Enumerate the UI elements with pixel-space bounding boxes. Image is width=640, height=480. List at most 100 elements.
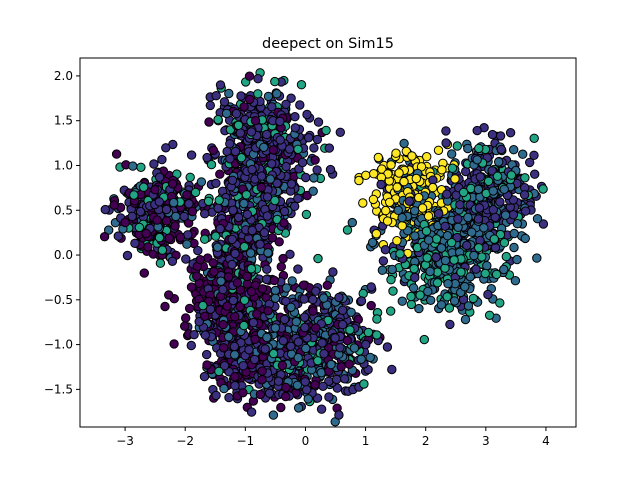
scatter-point bbox=[480, 268, 490, 279]
scatter-point bbox=[382, 216, 393, 226]
scatter-point bbox=[279, 218, 289, 228]
scatter-point bbox=[182, 190, 192, 200]
scatter-point bbox=[471, 264, 481, 274]
scatter-point bbox=[223, 272, 234, 282]
y-axis: −1.5 −1.0 −0.5 0.0 0.5 1.0 1.5 2.0 bbox=[44, 69, 80, 396]
scatter-point bbox=[434, 209, 444, 219]
scatter-point bbox=[235, 301, 245, 312]
scatter-point bbox=[198, 300, 208, 311]
scatter-point bbox=[319, 293, 329, 303]
scatter-point bbox=[473, 184, 484, 195]
scatter-point bbox=[208, 145, 219, 156]
scatter-point bbox=[432, 278, 443, 288]
scatter-point bbox=[488, 205, 498, 215]
scatter-point bbox=[460, 314, 471, 325]
scatter-point bbox=[262, 264, 272, 274]
scatter-point bbox=[456, 267, 466, 277]
scatter-point bbox=[205, 304, 216, 314]
scatter-point bbox=[224, 392, 234, 403]
scatter-point bbox=[349, 343, 360, 353]
scatter-point bbox=[225, 154, 235, 164]
scatter-point bbox=[335, 127, 345, 138]
scatter-point bbox=[293, 353, 303, 363]
scatter-point bbox=[509, 228, 519, 239]
scatter-point bbox=[298, 280, 309, 290]
data-points bbox=[99, 68, 549, 427]
scatter-point bbox=[484, 310, 495, 320]
scatter-point bbox=[482, 261, 492, 271]
scatter-point bbox=[287, 276, 297, 286]
scatter-point bbox=[359, 379, 369, 389]
scatter-point bbox=[368, 194, 379, 205]
scatter-point bbox=[238, 361, 248, 371]
scatter-point bbox=[462, 240, 472, 251]
scatter-point bbox=[184, 303, 195, 314]
scatter-point bbox=[342, 335, 353, 346]
scatter-point bbox=[495, 131, 506, 141]
x-tick-label: 4 bbox=[542, 434, 550, 448]
scatter-point bbox=[99, 232, 110, 242]
scatter-point bbox=[440, 255, 451, 266]
scatter-point bbox=[286, 179, 297, 189]
scatter-point bbox=[334, 410, 344, 420]
scatter-point bbox=[200, 209, 210, 219]
scatter-point bbox=[301, 172, 311, 183]
scatter-point bbox=[104, 225, 114, 235]
scatter-point bbox=[312, 134, 323, 145]
scatter-point bbox=[256, 182, 266, 193]
scatter-point bbox=[532, 214, 543, 224]
scatter-point bbox=[394, 168, 404, 178]
scatter-point bbox=[255, 239, 265, 249]
scatter-point bbox=[308, 186, 318, 196]
scatter-point bbox=[392, 182, 402, 192]
scatter-point bbox=[284, 144, 295, 154]
scatter-point bbox=[262, 332, 272, 343]
scatter-point bbox=[211, 178, 221, 189]
scatter-point bbox=[278, 253, 288, 264]
scatter-point bbox=[367, 237, 378, 248]
scatter-point bbox=[186, 150, 197, 160]
scatter-point bbox=[319, 349, 329, 359]
scatter-point bbox=[499, 238, 510, 248]
scatter-point bbox=[200, 311, 210, 321]
scatter-point bbox=[356, 354, 366, 364]
scatter-point bbox=[179, 211, 189, 222]
scatter-point bbox=[281, 382, 291, 393]
scatter-point bbox=[479, 223, 489, 233]
scatter-point bbox=[202, 349, 212, 360]
scatter-point bbox=[196, 177, 207, 187]
scatter-point bbox=[388, 286, 398, 296]
scatter-point bbox=[276, 262, 286, 272]
scatter-point bbox=[272, 178, 282, 188]
scatter-point bbox=[411, 173, 421, 184]
y-tick-label: −0.5 bbox=[44, 293, 73, 307]
scatter-point bbox=[371, 229, 382, 239]
scatter-point bbox=[380, 245, 391, 255]
scatter-point bbox=[293, 337, 304, 347]
scatter-point bbox=[262, 211, 272, 221]
scatter-point bbox=[436, 243, 447, 253]
scatter-point bbox=[286, 93, 296, 103]
scatter-point bbox=[441, 126, 451, 136]
scatter-point bbox=[463, 212, 473, 223]
scatter-point bbox=[509, 145, 519, 155]
x-tick-label: 1 bbox=[362, 434, 370, 448]
scatter-point bbox=[281, 161, 291, 172]
scatter-point bbox=[190, 187, 201, 198]
scatter-point bbox=[129, 190, 139, 200]
scatter-point bbox=[512, 219, 523, 229]
scatter-point bbox=[113, 231, 124, 241]
scatter-point bbox=[304, 133, 314, 143]
scatter-point bbox=[149, 159, 159, 169]
scatter-point bbox=[499, 264, 509, 275]
scatter-point bbox=[321, 125, 331, 136]
scatter-point bbox=[345, 325, 355, 335]
scatter-point bbox=[467, 227, 477, 237]
scatter-point bbox=[255, 389, 266, 400]
scatter-point bbox=[433, 145, 444, 156]
scatter-point bbox=[273, 376, 284, 386]
y-tick-label: 0.0 bbox=[54, 248, 73, 262]
scatter-point bbox=[386, 275, 396, 285]
plot-frame bbox=[79, 57, 577, 428]
